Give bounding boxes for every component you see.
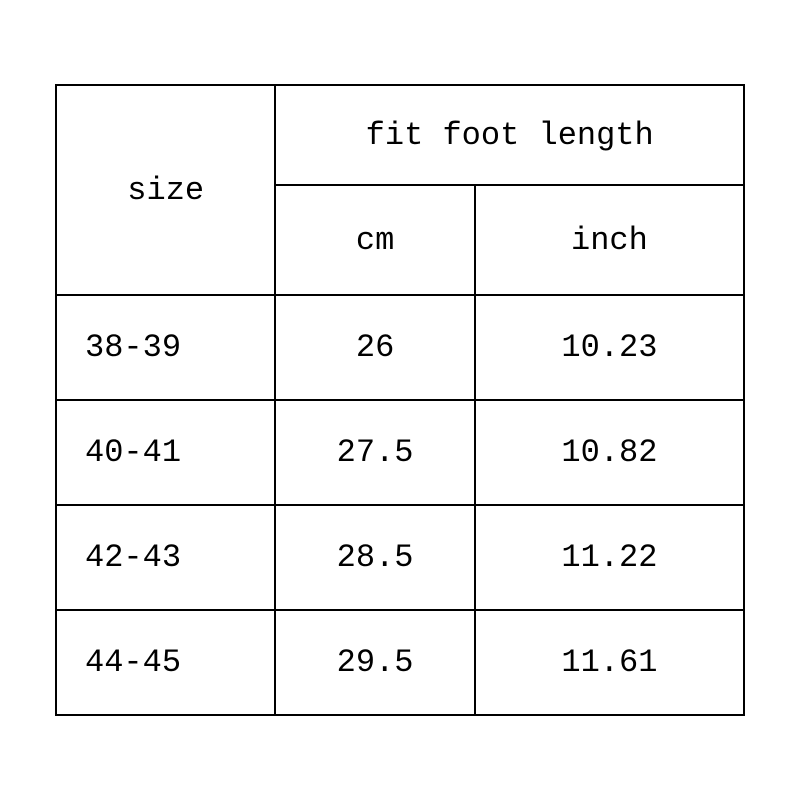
- cell-cm: 26: [275, 295, 474, 400]
- cell-size: 44-45: [56, 610, 275, 715]
- cell-inch: 11.61: [475, 610, 744, 715]
- cell-size: 40-41: [56, 400, 275, 505]
- cell-cm: 28.5: [275, 505, 474, 610]
- table-row: 40-41 27.5 10.82: [56, 400, 744, 505]
- header-size: size: [56, 85, 275, 295]
- size-chart-table: size fit foot length cm inch 38-39 26 10…: [55, 84, 745, 716]
- cell-size: 42-43: [56, 505, 275, 610]
- cell-inch: 11.22: [475, 505, 744, 610]
- table-row: 38-39 26 10.23: [56, 295, 744, 400]
- table-row: 44-45 29.5 11.61: [56, 610, 744, 715]
- cell-inch: 10.82: [475, 400, 744, 505]
- cell-inch: 10.23: [475, 295, 744, 400]
- table-row: 42-43 28.5 11.22: [56, 505, 744, 610]
- header-fit-foot-length: fit foot length: [275, 85, 744, 185]
- size-chart-table-container: size fit foot length cm inch 38-39 26 10…: [55, 84, 745, 716]
- cell-cm: 29.5: [275, 610, 474, 715]
- header-cm: cm: [275, 185, 474, 295]
- cell-cm: 27.5: [275, 400, 474, 505]
- header-inch: inch: [475, 185, 744, 295]
- cell-size: 38-39: [56, 295, 275, 400]
